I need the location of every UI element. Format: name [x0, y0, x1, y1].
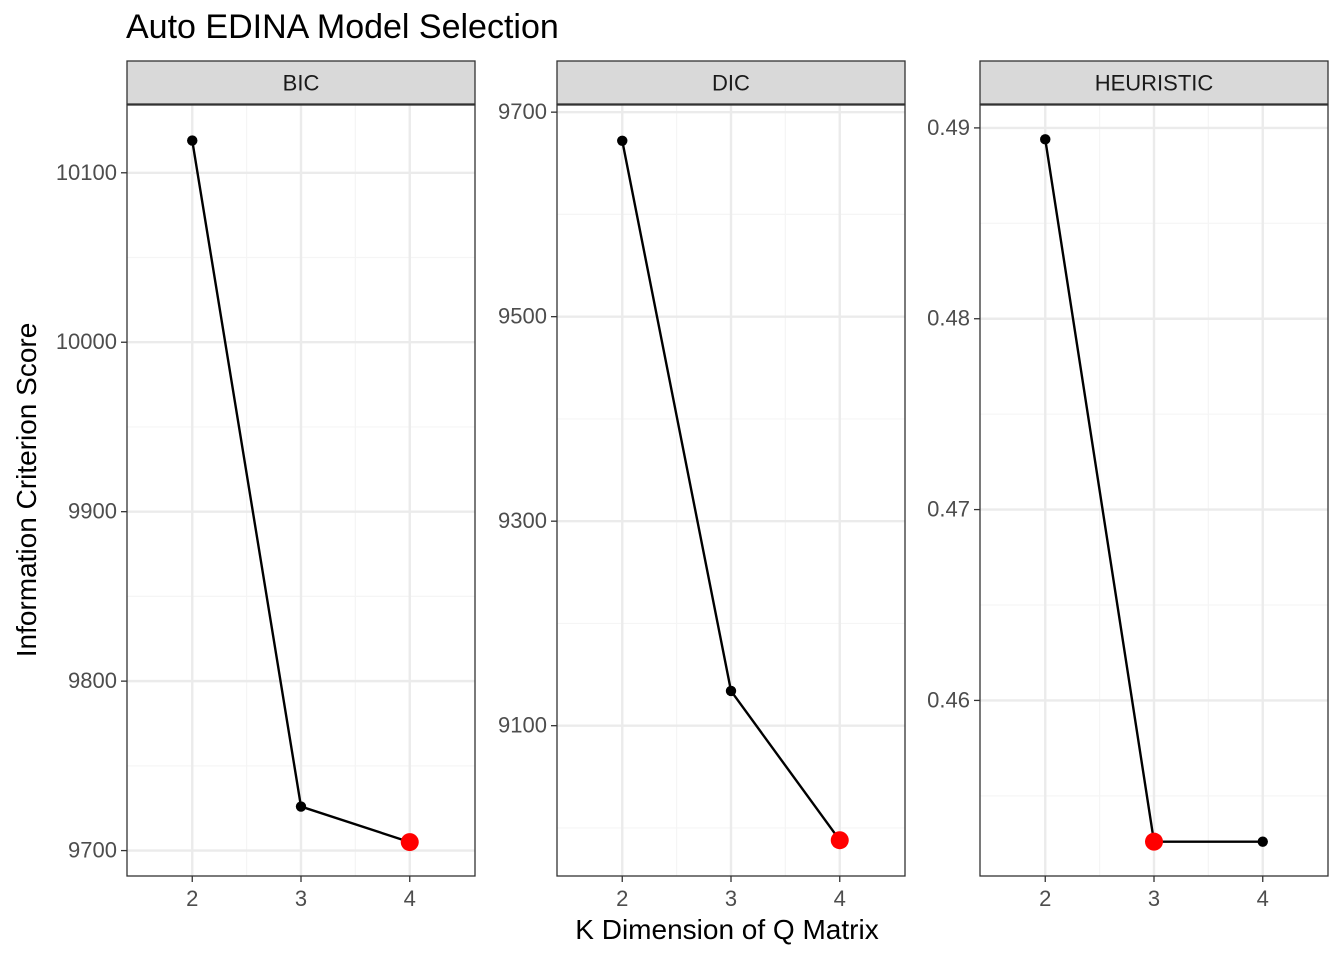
x-tick-label: 2	[1039, 886, 1051, 911]
data-point	[1040, 134, 1051, 145]
x-axis-title: K Dimension of Q Matrix	[575, 914, 878, 945]
y-tick-label: 0.49	[927, 115, 970, 140]
y-tick-label: 10000	[56, 329, 117, 354]
x-tick-label: 4	[404, 886, 416, 911]
y-tick-label: 0.46	[927, 687, 970, 712]
chart-title: Auto EDINA Model Selection	[126, 8, 559, 46]
strip-label: DIC	[712, 71, 750, 96]
y-tick-label: 0.47	[927, 497, 970, 522]
y-tick-label: 9500	[498, 304, 547, 329]
strip-label: HEURISTIC	[1095, 71, 1214, 96]
x-tick-label: 2	[616, 886, 628, 911]
facet-panel-heuristic: HEURISTIC 0.46 0.47 0.48 0.49 2 3 4	[927, 60, 1329, 911]
x-tick-label: 3	[725, 886, 737, 911]
facet-panel-bic: BIC 9700 9800 9900 10000 10100 2 3 4	[56, 60, 476, 911]
x-tick-label: 2	[186, 886, 198, 911]
data-point	[295, 801, 307, 812]
y-tick-label: 9700	[498, 99, 547, 124]
facet-panels: BIC 9700 9800 9900 10000 10100 2 3 4 DIC 9100 9300 9…	[56, 60, 1329, 911]
x-tick-label: 3	[295, 886, 307, 911]
x-tick-label: 4	[834, 886, 846, 911]
data-point	[617, 135, 628, 146]
strip-label: BIC	[283, 71, 320, 96]
best-model-point	[1145, 832, 1163, 851]
y-tick-label: 9100	[498, 713, 547, 738]
y-tick-label: 9800	[68, 668, 117, 693]
strip-background	[556, 60, 906, 105]
y-tick-label: 10100	[56, 160, 117, 185]
y-tick-label: 9900	[68, 499, 117, 524]
strip-background	[979, 60, 1329, 105]
strip-background	[126, 60, 476, 105]
best-model-point	[400, 833, 419, 852]
data-point	[1257, 836, 1268, 847]
data-point	[187, 135, 198, 146]
y-tick-label: 9300	[498, 508, 547, 533]
y-tick-label: 9700	[68, 838, 117, 863]
facet-panel-dic: DIC 9100 9300 9500 9700 2 3 4	[498, 60, 906, 911]
y-axis-title: Information Criterion Score	[11, 323, 42, 658]
x-tick-label: 3	[1148, 886, 1160, 911]
best-model-point	[830, 831, 849, 850]
x-tick-label: 4	[1257, 886, 1269, 911]
data-point	[725, 685, 737, 697]
y-tick-label: 0.48	[927, 306, 970, 331]
